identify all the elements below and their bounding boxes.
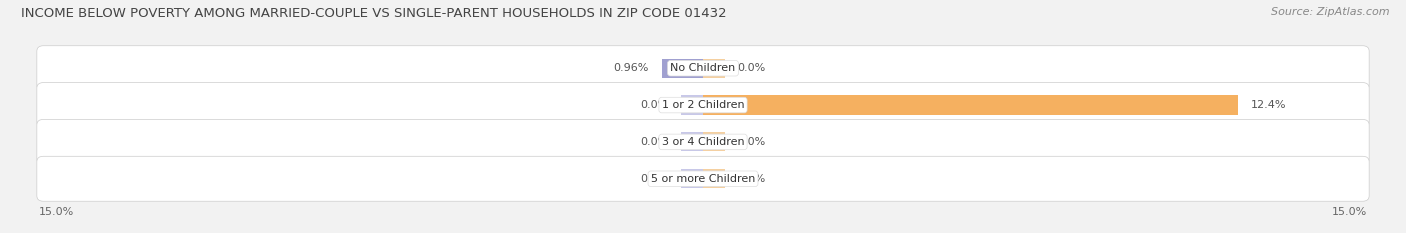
Bar <box>682 132 703 151</box>
Text: 3 or 4 Children: 3 or 4 Children <box>662 137 744 147</box>
Text: 0.0%: 0.0% <box>738 174 766 184</box>
Bar <box>662 59 703 78</box>
Bar <box>703 96 1237 115</box>
Text: 0.0%: 0.0% <box>640 174 668 184</box>
Text: Source: ZipAtlas.com: Source: ZipAtlas.com <box>1271 7 1389 17</box>
Bar <box>682 169 703 188</box>
FancyBboxPatch shape <box>37 120 1369 164</box>
FancyBboxPatch shape <box>37 82 1369 127</box>
Text: 0.0%: 0.0% <box>640 100 668 110</box>
Bar <box>703 169 724 188</box>
Bar <box>682 96 703 115</box>
Text: 0.0%: 0.0% <box>738 63 766 73</box>
Text: 0.0%: 0.0% <box>640 137 668 147</box>
Text: 0.96%: 0.96% <box>613 63 648 73</box>
Text: 5 or more Children: 5 or more Children <box>651 174 755 184</box>
Text: INCOME BELOW POVERTY AMONG MARRIED-COUPLE VS SINGLE-PARENT HOUSEHOLDS IN ZIP COD: INCOME BELOW POVERTY AMONG MARRIED-COUPL… <box>21 7 727 20</box>
FancyBboxPatch shape <box>37 156 1369 201</box>
Text: No Children: No Children <box>671 63 735 73</box>
Text: 0.0%: 0.0% <box>738 137 766 147</box>
Bar <box>703 132 724 151</box>
Bar <box>703 59 724 78</box>
FancyBboxPatch shape <box>37 46 1369 91</box>
Text: 1 or 2 Children: 1 or 2 Children <box>662 100 744 110</box>
Text: 12.4%: 12.4% <box>1250 100 1286 110</box>
